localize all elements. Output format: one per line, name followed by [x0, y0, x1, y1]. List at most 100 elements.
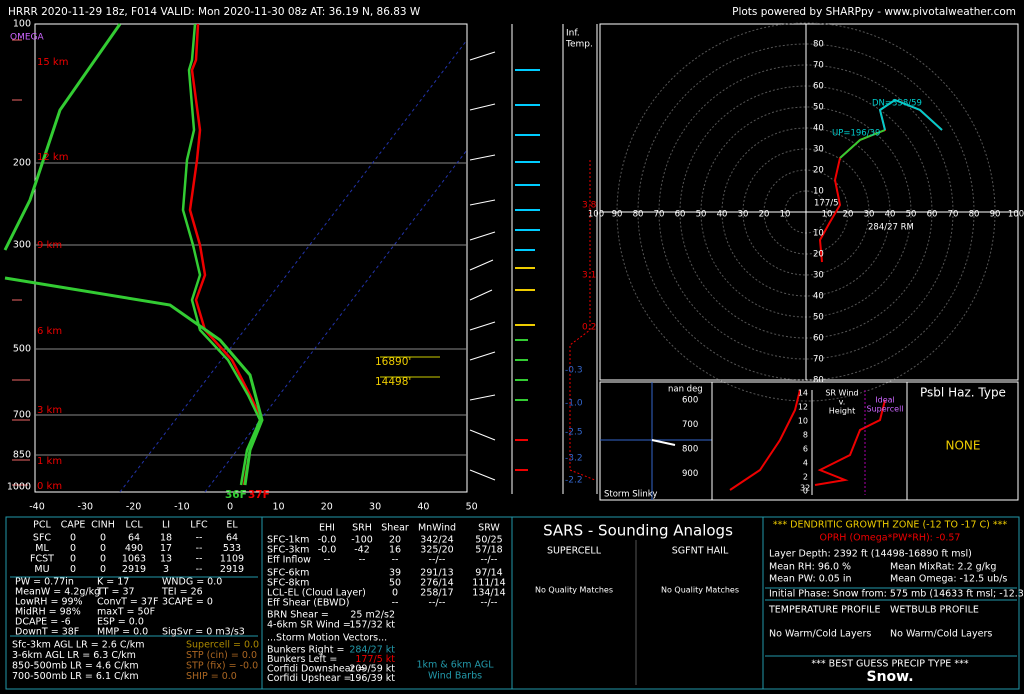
label: 2919	[220, 564, 244, 575]
height-label: 1 km	[37, 456, 62, 467]
label: No Quality Matches	[661, 586, 739, 595]
label: Eff Inflow	[267, 555, 311, 566]
label: 80	[813, 40, 824, 50]
label: 20	[813, 250, 824, 260]
label: SFC-3km	[267, 545, 309, 556]
label: 14	[798, 389, 808, 398]
label: SigSvr = 0 m3/s3	[162, 627, 245, 638]
label: 60	[927, 210, 938, 220]
label: --/--	[481, 598, 498, 609]
label: Initial Phase: Snow from: 575 mb (14633 …	[769, 589, 1024, 600]
label: --	[392, 598, 399, 609]
label: Mean Omega: -12.5 ub/s	[890, 574, 1007, 585]
label: 37F	[248, 489, 270, 501]
label: 25 m2/s2	[350, 610, 395, 621]
height-label: 6 km	[37, 326, 62, 337]
label: Psbl Haz. Type	[920, 386, 1006, 400]
label: 80	[633, 210, 644, 220]
temp-label: 20	[321, 502, 333, 513]
label: 16890'	[375, 356, 411, 368]
label: 850-500mb LR = 4.6 C/km	[12, 661, 139, 672]
label: 10	[798, 417, 808, 426]
inferred-value: 3.8	[582, 201, 597, 211]
inferred-value: -2.5	[565, 428, 583, 438]
label: 490	[125, 543, 143, 554]
label: 90	[990, 210, 1001, 220]
label: -0.0	[318, 535, 337, 546]
label: --	[359, 555, 366, 566]
label: LowRH = 99%	[15, 597, 83, 608]
inferred-value: 3.1	[582, 271, 596, 281]
label: 900	[682, 469, 698, 479]
label: 4	[803, 459, 808, 468]
label: PCL	[33, 520, 51, 531]
label: 0	[70, 533, 76, 544]
label: OPRH (Omega*PW*RH): -0.57	[820, 533, 961, 544]
label: 80	[969, 210, 980, 220]
skewt-frame	[3, 23, 496, 493]
label: 17	[160, 543, 172, 554]
label: maxT = 50F	[97, 607, 155, 618]
label: STP (cin) = 0.0	[186, 650, 257, 661]
lower-panels	[599, 381, 1019, 501]
label: UP=196/39	[832, 129, 880, 139]
label: Snow.	[866, 669, 913, 685]
label: 50	[906, 210, 917, 220]
label: 18	[160, 533, 172, 544]
label: 30	[738, 210, 749, 220]
label: 196/39 kt	[349, 673, 395, 684]
label: 100	[1008, 210, 1024, 220]
label: 50	[389, 578, 401, 589]
label: MU	[34, 564, 49, 575]
label: DCAPE = -6	[15, 617, 71, 628]
label: FCST	[30, 554, 54, 565]
label: 111/14	[472, 578, 505, 589]
label: Bunkers Left =	[267, 654, 337, 665]
label: --/--	[481, 555, 498, 566]
label: EL	[226, 520, 238, 531]
label: 1063	[122, 554, 146, 565]
label: 60	[813, 334, 824, 344]
label: SUPERCELL	[547, 546, 602, 557]
label: 50	[813, 313, 824, 323]
label: WETBULB PROFILE	[890, 605, 979, 616]
temp-label: 30	[369, 502, 381, 513]
temp-label: -30	[78, 502, 94, 513]
label: --	[196, 533, 203, 544]
label: -100	[351, 535, 373, 546]
temp-label: -20	[126, 502, 142, 513]
label: Temp.	[565, 40, 593, 50]
label: 30	[813, 145, 824, 155]
label: 4-6km SR Wind =	[267, 620, 351, 631]
inferred-value: -2.2	[565, 476, 583, 486]
label: --	[196, 564, 203, 575]
label: Inf.	[566, 29, 580, 39]
pressure-label: 100	[13, 19, 31, 30]
label: 3	[163, 564, 169, 575]
label: 64	[226, 533, 238, 544]
label: 97/14	[475, 568, 502, 579]
label: MnWind	[418, 523, 456, 534]
label: LCL	[125, 520, 143, 531]
label: 0	[100, 533, 106, 544]
label: 32	[800, 484, 810, 493]
label: 70	[654, 210, 665, 220]
label: WNDG = 0.0	[162, 577, 222, 588]
label: BRN Shear =	[267, 610, 329, 621]
label: 0	[100, 543, 106, 554]
label: ML	[35, 543, 49, 554]
label: SRW	[478, 523, 500, 534]
height-label: 0 km	[37, 481, 62, 492]
label: 342/24	[420, 535, 453, 546]
label: 700-500mb LR = 6.1 C/km	[12, 671, 139, 682]
label: 700	[682, 420, 698, 430]
label: CAPE	[61, 520, 86, 531]
label: 1109	[220, 554, 244, 565]
inferred-temp-frame	[511, 24, 598, 494]
label: 14498'	[375, 376, 411, 388]
label: SFC-1km	[267, 535, 309, 546]
label: 0	[70, 543, 76, 554]
temp-label: 10	[272, 502, 284, 513]
label: MidRH = 98%	[15, 607, 81, 618]
